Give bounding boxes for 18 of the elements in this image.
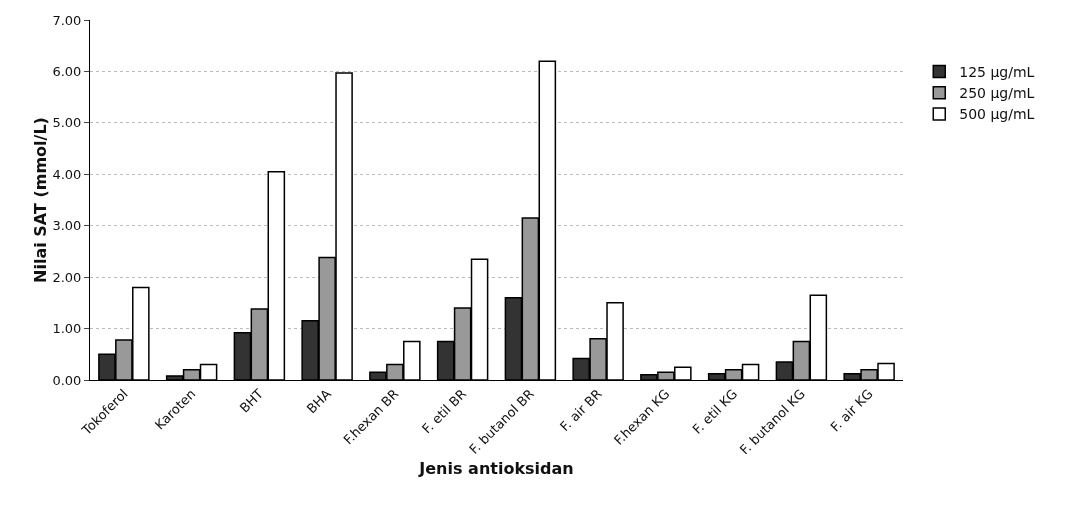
x-tick-label: F. etil KG (689, 386, 741, 437)
legend-label: 125 µg/mL (959, 64, 1035, 81)
y-tick-label: 3.00 (52, 218, 82, 234)
legend-label: 500 µg/mL (959, 106, 1035, 123)
x-tick-label: F. etil BR (419, 386, 470, 437)
y-tick-label: 5.00 (52, 115, 82, 131)
y-tick-label: 4.00 (52, 166, 82, 182)
legend-label: 250 µg/mL (959, 85, 1035, 102)
x-tick-label: F. air BR (557, 386, 605, 435)
y-tick-label: 7.00 (52, 12, 82, 28)
y-tick-label: 1.00 (52, 321, 82, 337)
y-tick-label: 2.00 (52, 269, 82, 285)
y-axis-title: Nilai SAT (mmol/L) (31, 117, 51, 283)
x-axis-title: Jenis antioksidan (418, 459, 574, 478)
x-tick-label: F. air KG (827, 386, 876, 435)
x-tick-label: BHA (303, 386, 334, 417)
y-tick-label: 6.00 (52, 63, 82, 79)
y-tick-label: 0.00 (52, 372, 82, 388)
